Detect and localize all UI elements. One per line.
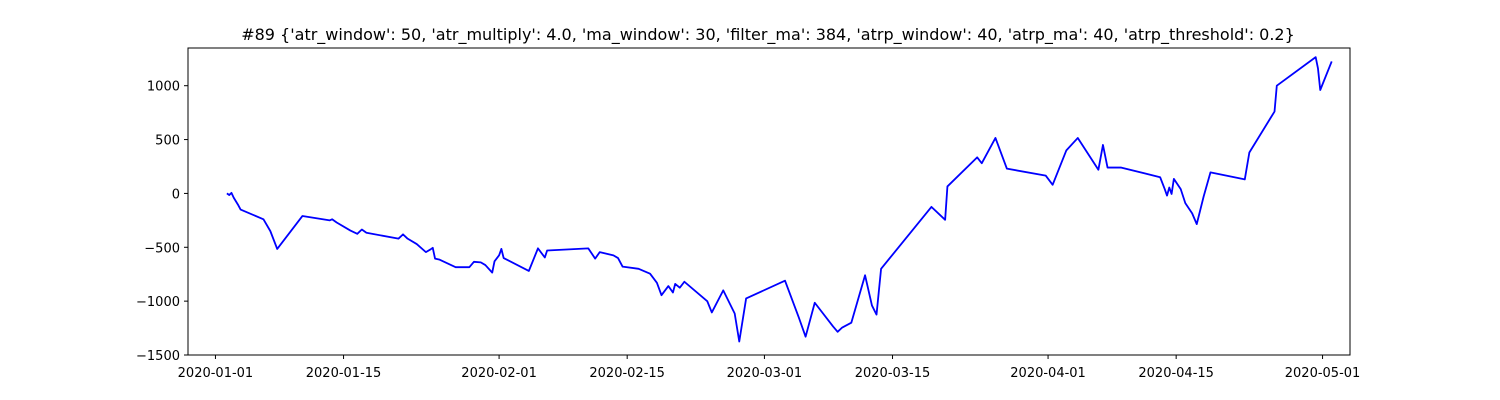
axes-frame [187, 47, 1351, 356]
x-tick-label: 2020-01-15 [306, 366, 382, 381]
x-tick-label: 2020-04-01 [1010, 366, 1086, 381]
x-tick-label: 2020-04-15 [1138, 366, 1214, 381]
x-tick-label: 2020-01-01 [178, 366, 254, 381]
y-tick-label: −500 [144, 241, 180, 256]
chart-title: #89 {'atr_window': 50, 'atr_multiply': 4… [241, 25, 1295, 45]
x-tick-label: 2020-05-01 [1285, 366, 1361, 381]
y-tick-label: −1500 [136, 349, 180, 364]
x-tick-label: 2020-02-15 [589, 366, 665, 381]
y-axis: 1000 500 0 −500 −1000 −1500 [136, 80, 188, 364]
x-axis: 2020-01-01 2020-01-15 2020-02-01 2020-02-15… [178, 355, 1361, 381]
series-line [226, 56, 1333, 343]
x-tick-label: 2020-03-15 [855, 366, 931, 381]
y-tick-label: 500 [155, 134, 180, 149]
plot-area [226, 56, 1333, 343]
x-tick-label: 2020-03-01 [727, 366, 803, 381]
x-tick-label: 2020-02-01 [461, 366, 537, 381]
y-tick-label: 1000 [147, 80, 180, 95]
y-tick-label: −1000 [136, 295, 180, 310]
y-tick-label: 0 [172, 187, 180, 202]
